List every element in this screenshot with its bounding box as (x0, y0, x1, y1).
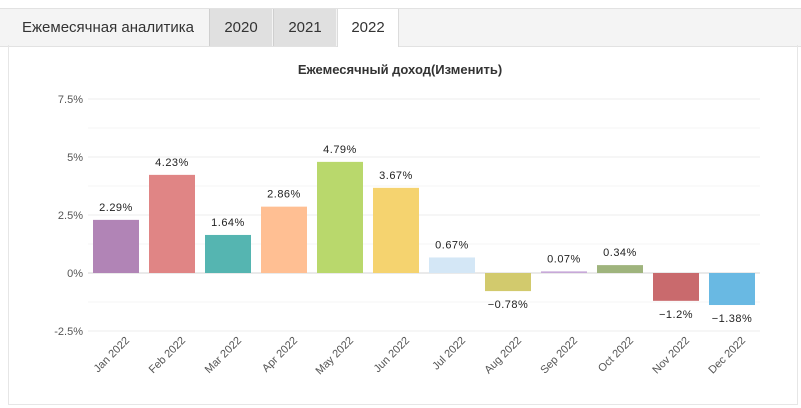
grid-lines (88, 98, 760, 332)
bar-apr-2022[interactable] (261, 206, 307, 273)
data-label: −1.38% (712, 313, 753, 325)
data-label: 0.07% (547, 253, 581, 265)
data-labels: 2.29% 4.23% 1.64% 2.86% 4.79% 3.67% 0.67% −0.78… (99, 144, 752, 325)
data-label: 0.34% (603, 247, 637, 259)
bar-may-2022[interactable] (317, 161, 363, 273)
data-label: 3.67% (379, 170, 413, 182)
y-tick-label: 7.5% (58, 94, 83, 106)
x-tick-label: Mar 2022 (203, 335, 244, 376)
x-tick-label: Aug 2022 (482, 335, 524, 377)
y-tick-label: -2.5% (54, 326, 83, 338)
data-label: 1.64% (211, 217, 245, 229)
tab-2021[interactable]: 2021 (273, 9, 336, 46)
data-label: 0.67% (435, 239, 469, 251)
bar-nov-2022[interactable] (653, 273, 699, 301)
chart-panel (8, 45, 798, 405)
bar-mar-2022[interactable] (205, 234, 251, 273)
bars (93, 161, 755, 306)
y-tick-label: 2.5% (58, 210, 83, 222)
y-tick-label: 5% (67, 152, 83, 164)
bar-oct-2022[interactable] (597, 265, 643, 273)
x-tick-label: Oct 2022 (596, 335, 636, 375)
x-tick-label: Nov 2022 (650, 335, 692, 377)
y-axis: 7.5% 5% 2.5% 0% -2.5% (54, 94, 83, 338)
bar-feb-2022[interactable] (149, 174, 195, 273)
data-label: 4.23% (155, 157, 189, 169)
tab-2022[interactable]: 2022 (337, 9, 399, 47)
x-tick-label: Sep 2022 (538, 335, 580, 377)
y-tick-label: 0% (67, 268, 83, 280)
x-tick-label: Jun 2022 (372, 335, 412, 375)
x-tick-label: Feb 2022 (147, 335, 188, 376)
data-label: −0.78% (488, 299, 529, 311)
x-axis: Jan 2022 Feb 2022 Mar 2022 Apr 2022 May 2022… (92, 335, 748, 378)
data-label: 4.79% (323, 144, 357, 156)
bar-jun-2022[interactable] (373, 187, 419, 273)
data-label: 2.29% (99, 202, 133, 214)
tab-2020[interactable]: 2020 (209, 9, 272, 46)
tab-bar: Ежемесячная аналитика 2020 2021 2022 (0, 8, 801, 47)
bar-sep-2022[interactable] (541, 271, 587, 273)
bar-dec-2022[interactable] (709, 273, 755, 306)
x-tick-label: Jul 2022 (430, 335, 468, 373)
data-label: −1.2% (659, 309, 693, 321)
chart-title: Ежемесячный доход(Изменить) (298, 62, 502, 77)
section-title: Ежемесячная аналитика (0, 9, 208, 46)
x-tick-label: Apr 2022 (260, 335, 300, 375)
bar-aug-2022[interactable] (485, 273, 531, 292)
x-tick-label: May 2022 (313, 335, 356, 378)
bar-jan-2022[interactable] (93, 219, 139, 273)
x-tick-label: Jan 2022 (92, 335, 132, 375)
x-tick-label: Dec 2022 (706, 335, 748, 377)
data-label: 2.86% (267, 189, 301, 201)
bar-jul-2022[interactable] (429, 257, 475, 273)
